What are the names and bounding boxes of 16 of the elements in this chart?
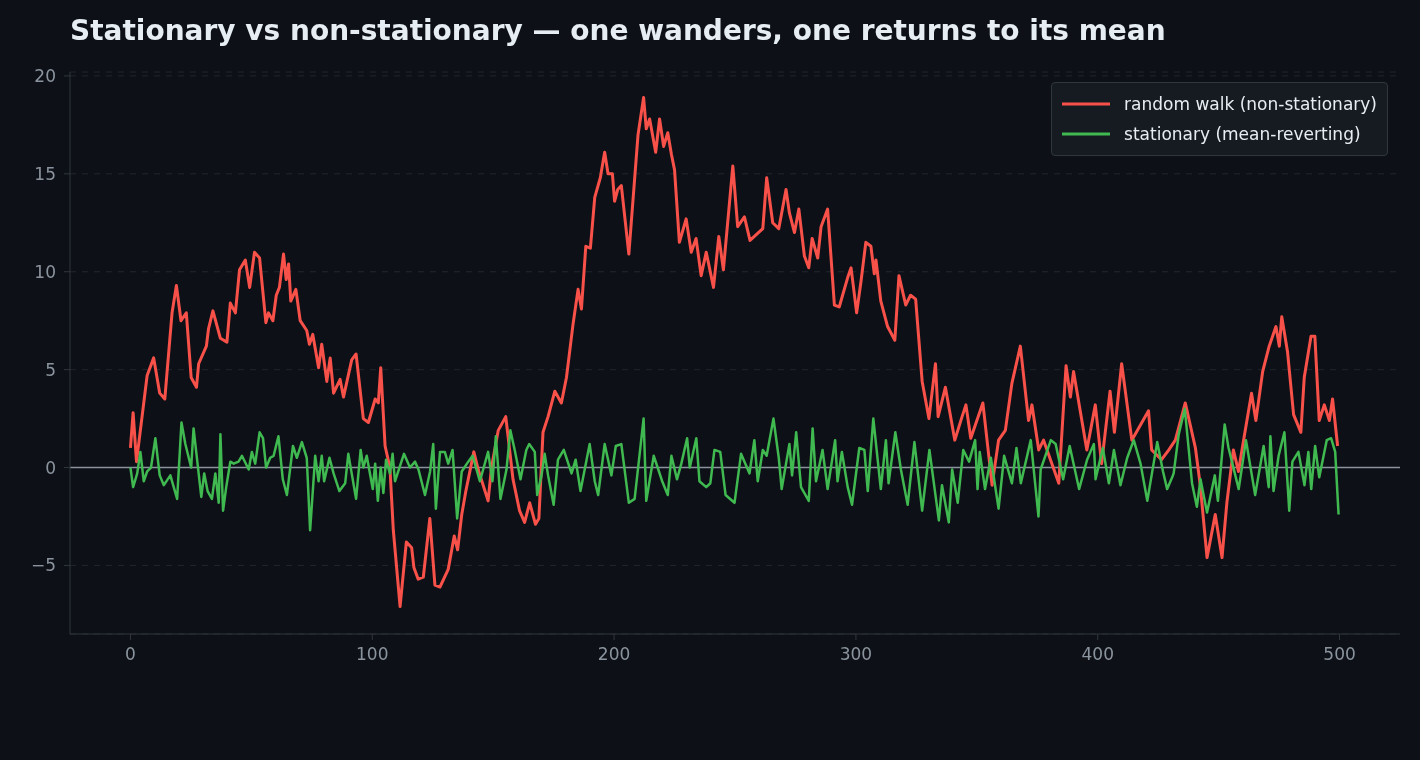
y-tick-label: 0 <box>45 457 56 478</box>
y-tick-label: 10 <box>34 261 56 282</box>
x-tick-label: 500 <box>1323 644 1356 665</box>
line-series <box>129 407 1340 532</box>
x-tick-label: 400 <box>1081 644 1114 665</box>
x-tick-label: 0 <box>125 644 136 665</box>
y-tick-label: 5 <box>45 359 56 380</box>
y-tick-label: −5 <box>30 555 56 576</box>
x-tick-label: 300 <box>839 644 873 665</box>
y-tick-label: 20 <box>34 65 56 86</box>
chart-title: Stationary vs non-stationary — one wanders, one returns to its mean <box>70 14 1166 47</box>
legend-label: stationary (mean-reverting) <box>1124 124 1361 144</box>
x-tick-label: 100 <box>356 644 389 665</box>
x-tick-label: 200 <box>597 644 631 665</box>
y-tick-label: 15 <box>34 163 56 184</box>
legend-label: random walk (non-stationary) <box>1124 94 1377 114</box>
